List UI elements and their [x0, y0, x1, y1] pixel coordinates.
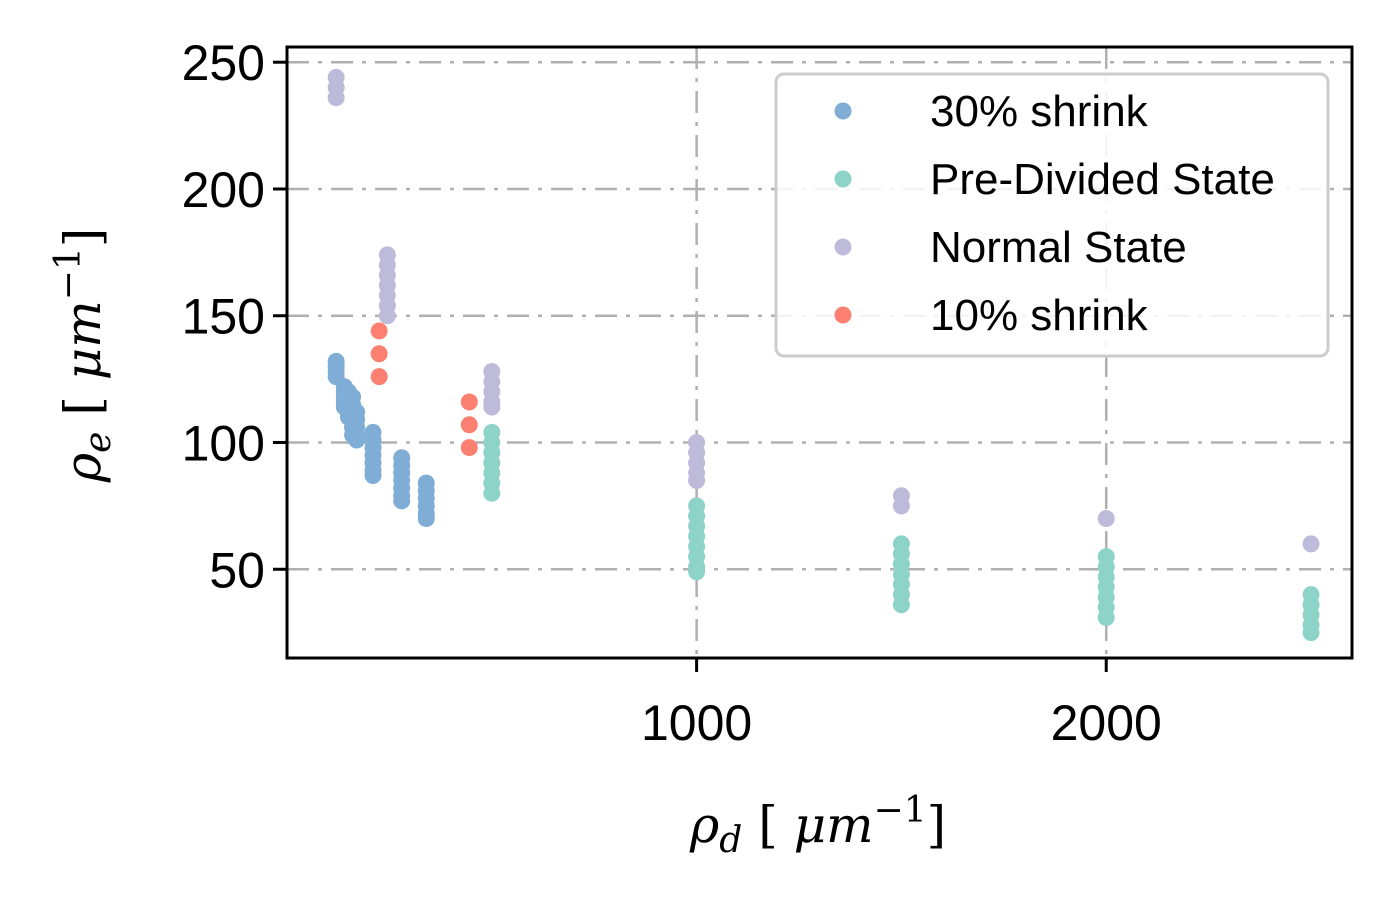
point-pre-divided-state	[688, 563, 706, 581]
legend: 30% shrink Pre-Divided State Normal State 1…	[774, 72, 1330, 358]
legend-label: Normal State	[930, 223, 1187, 272]
point-10-shrink	[370, 345, 388, 363]
axis-ticks: 50 100 150 200 250 1000 2000	[182, 35, 1162, 751]
point-pre-divided-state	[1097, 608, 1115, 626]
point-30-shrink	[364, 466, 382, 484]
y-axis-label: ρe [ μm−1]	[48, 228, 119, 484]
y-tick-label: 250	[182, 35, 265, 91]
data-points	[327, 68, 1320, 642]
point-pre-divided-state	[483, 484, 501, 502]
point-30-shrink	[393, 492, 411, 510]
y-tick-label: 100	[182, 416, 265, 472]
point-normal-state	[1302, 535, 1320, 553]
y-tick-label: 200	[182, 162, 265, 218]
point-pre-divided-state	[1302, 624, 1320, 642]
legend-marker	[834, 170, 852, 188]
legend-label: Pre-Divided State	[930, 155, 1275, 204]
point-normal-state	[378, 307, 396, 325]
point-normal-state	[483, 398, 501, 416]
point-10-shrink	[460, 416, 478, 434]
point-10-shrink	[460, 439, 478, 457]
point-30-shrink	[348, 431, 366, 449]
point-normal-state	[892, 497, 910, 515]
point-normal-state	[327, 89, 345, 107]
point-normal-state	[1097, 510, 1115, 528]
point-10-shrink	[370, 322, 388, 340]
legend-marker	[834, 238, 852, 256]
y-tick-label: 50	[209, 542, 265, 598]
point-10-shrink	[370, 368, 388, 386]
point-normal-state	[688, 472, 706, 490]
legend-label: 30% shrink	[930, 87, 1149, 136]
y-tick-label: 150	[182, 289, 265, 345]
legend-marker	[834, 102, 852, 120]
x-tick-label: 1000	[641, 695, 752, 751]
point-10-shrink	[460, 393, 478, 411]
legend-marker	[834, 306, 852, 324]
plot-frame	[285, 45, 1354, 660]
x-tick-label: 2000	[1051, 695, 1162, 751]
point-pre-divided-state	[892, 596, 910, 614]
legend-label: 10% shrink	[930, 291, 1149, 340]
legend-box	[774, 72, 1330, 358]
x-axis-label: ρd [ μm−1]	[689, 790, 946, 861]
point-30-shrink	[417, 510, 435, 528]
